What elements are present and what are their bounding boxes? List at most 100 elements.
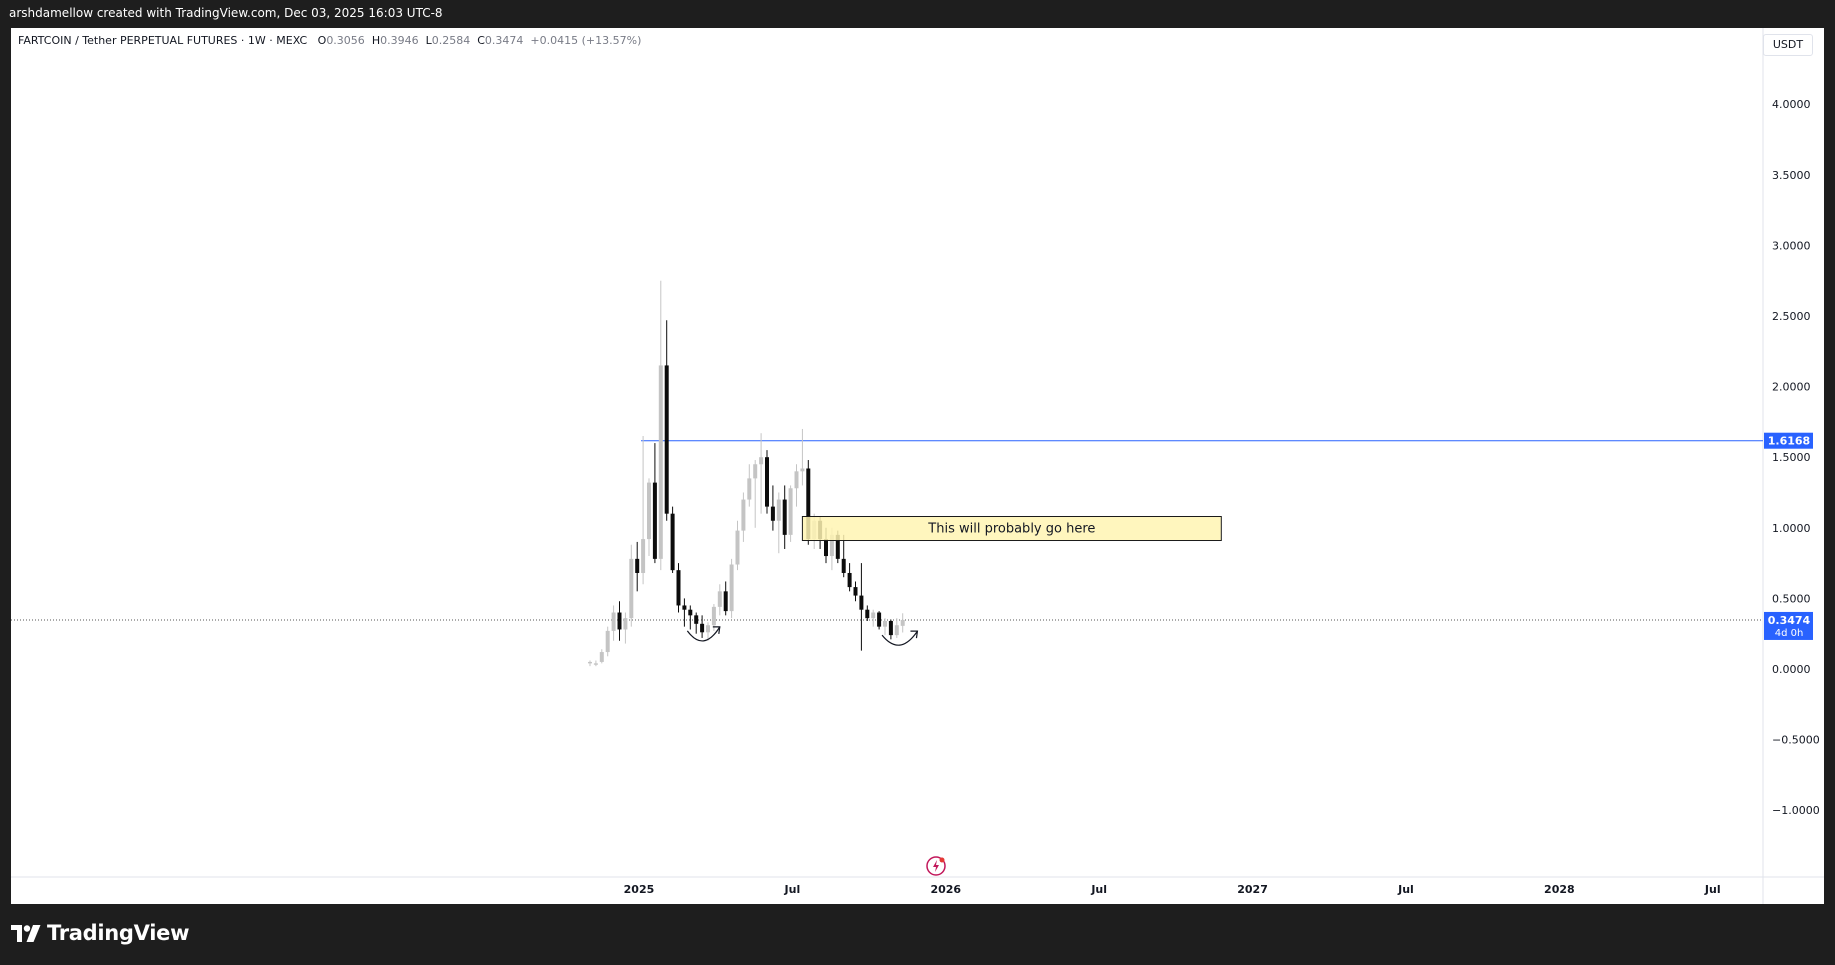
notification-dot <box>939 857 945 863</box>
candle-body <box>629 558 634 619</box>
candle-body <box>735 530 740 565</box>
candle-body <box>776 499 781 521</box>
annotation-text: This will probably go here <box>927 522 1095 537</box>
candle-body <box>847 572 852 588</box>
countdown-label: 4d 0h <box>1775 628 1804 639</box>
candle-body <box>611 612 616 631</box>
candle-body <box>865 609 870 619</box>
candle-body <box>664 365 669 514</box>
candle-body <box>877 612 882 627</box>
candle-body <box>729 564 734 612</box>
lightning-icon <box>933 860 939 872</box>
curved-arrow <box>686 626 721 642</box>
candle-body <box>647 482 651 540</box>
candle-body <box>753 464 758 479</box>
candle-body <box>853 587 858 596</box>
candle-body <box>688 609 693 616</box>
candle-body <box>670 513 675 571</box>
symbol-legend: FARTCOIN / Tether PERPETUAL FUTURES · 1W… <box>18 34 641 47</box>
x-tick-label: Jul <box>1704 883 1721 896</box>
candle-body <box>605 630 610 653</box>
candle-body <box>658 365 663 559</box>
candle-body <box>888 620 893 636</box>
y-tick-label: −1.0000 <box>1772 804 1820 817</box>
candle-body <box>900 619 905 626</box>
currency-selector[interactable]: USDT <box>1763 34 1813 56</box>
brand-name: TradingView <box>47 921 190 945</box>
open-value: 0.3056 <box>326 34 365 47</box>
candle-body <box>835 534 840 559</box>
close-value: 0.3474 <box>484 34 524 47</box>
candle-body <box>694 615 699 624</box>
candle-body <box>765 457 769 507</box>
candle-body <box>770 506 775 521</box>
change-value: +0.0415 (+13.57%) <box>530 34 642 47</box>
candle-body <box>829 534 834 557</box>
y-tick-label: 0.0000 <box>1772 663 1811 676</box>
x-tick-label: Jul <box>1397 883 1414 896</box>
tradingview-logo-icon <box>11 924 41 942</box>
x-tick-label: Jul <box>1090 883 1107 896</box>
candle-body <box>588 661 592 664</box>
candle-body <box>741 499 746 531</box>
candle-body <box>635 558 640 573</box>
symbol-title[interactable]: FARTCOIN / Tether PERPETUAL FUTURES · 1W… <box>18 34 308 47</box>
candle-body <box>883 620 887 627</box>
close-label: C <box>477 34 485 47</box>
candle-body <box>788 488 793 535</box>
candle-body <box>700 623 705 633</box>
candle-body <box>824 539 828 557</box>
y-tick-label: 3.0000 <box>1772 239 1811 252</box>
candle-body <box>841 558 846 573</box>
y-tick-label: 2.0000 <box>1772 381 1811 394</box>
candle-body <box>717 591 722 607</box>
candle-body <box>723 591 728 612</box>
y-tick-label: 1.0000 <box>1772 522 1811 535</box>
chart-canvas[interactable]: 4.0000 3.5000 3.0000 2.5000 2.0000 1.5000 1.00… <box>11 28 1824 904</box>
y-tick-label: −0.5000 <box>1772 734 1820 747</box>
candle-body <box>593 663 598 665</box>
curved-arrow-head <box>712 626 721 634</box>
y-tick-label: 0.5000 <box>1772 592 1811 605</box>
candle-body <box>706 625 710 633</box>
chart-panel[interactable]: 4.0000 3.5000 3.0000 2.5000 2.0000 1.5000 1.00… <box>11 28 1824 904</box>
candle-body <box>617 612 622 630</box>
level-price-badge <box>1764 432 1813 449</box>
annotation-box <box>801 516 1222 542</box>
candle-body <box>641 539 646 573</box>
candle-body <box>859 595 864 610</box>
high-value: 0.3946 <box>380 34 419 47</box>
candle-body <box>599 652 604 662</box>
candle-body <box>623 618 628 630</box>
open-label: O <box>317 34 327 47</box>
candle-body <box>806 468 811 540</box>
candle-body <box>782 499 787 535</box>
y-tick-label: 3.5000 <box>1772 169 1811 182</box>
footer-bar: TradingView <box>0 904 1835 965</box>
tradingview-logo[interactable]: TradingView <box>11 921 189 945</box>
candle-body <box>800 468 805 472</box>
candle-body <box>652 482 657 559</box>
low-value: 0.2584 <box>431 34 471 47</box>
x-tick-label: 2025 <box>624 883 655 896</box>
last-price-badge <box>1764 611 1813 640</box>
curved-arrow <box>881 630 918 646</box>
low-label: L <box>425 34 432 47</box>
last-price-label: 0.3474 <box>1768 614 1811 627</box>
candle-body <box>682 605 687 610</box>
y-tick-label: 1.5000 <box>1772 451 1811 464</box>
candle-body <box>759 457 764 465</box>
candle-body <box>711 606 716 626</box>
x-tick-label: 2028 <box>1544 883 1575 896</box>
curved-arrow-head <box>910 630 919 639</box>
level-price-label: 1.6168 <box>1768 435 1810 448</box>
credit-bar: arshdamellow created with TradingView.co… <box>9 6 443 20</box>
x-tick-label: Jul <box>784 883 801 896</box>
x-tick-label: 2026 <box>930 883 961 896</box>
y-tick-label: 4.0000 <box>1772 98 1811 111</box>
high-label: H <box>371 34 381 47</box>
candle-body <box>894 625 899 636</box>
candle-body <box>871 612 876 619</box>
y-tick-label: 2.5000 <box>1772 310 1811 323</box>
